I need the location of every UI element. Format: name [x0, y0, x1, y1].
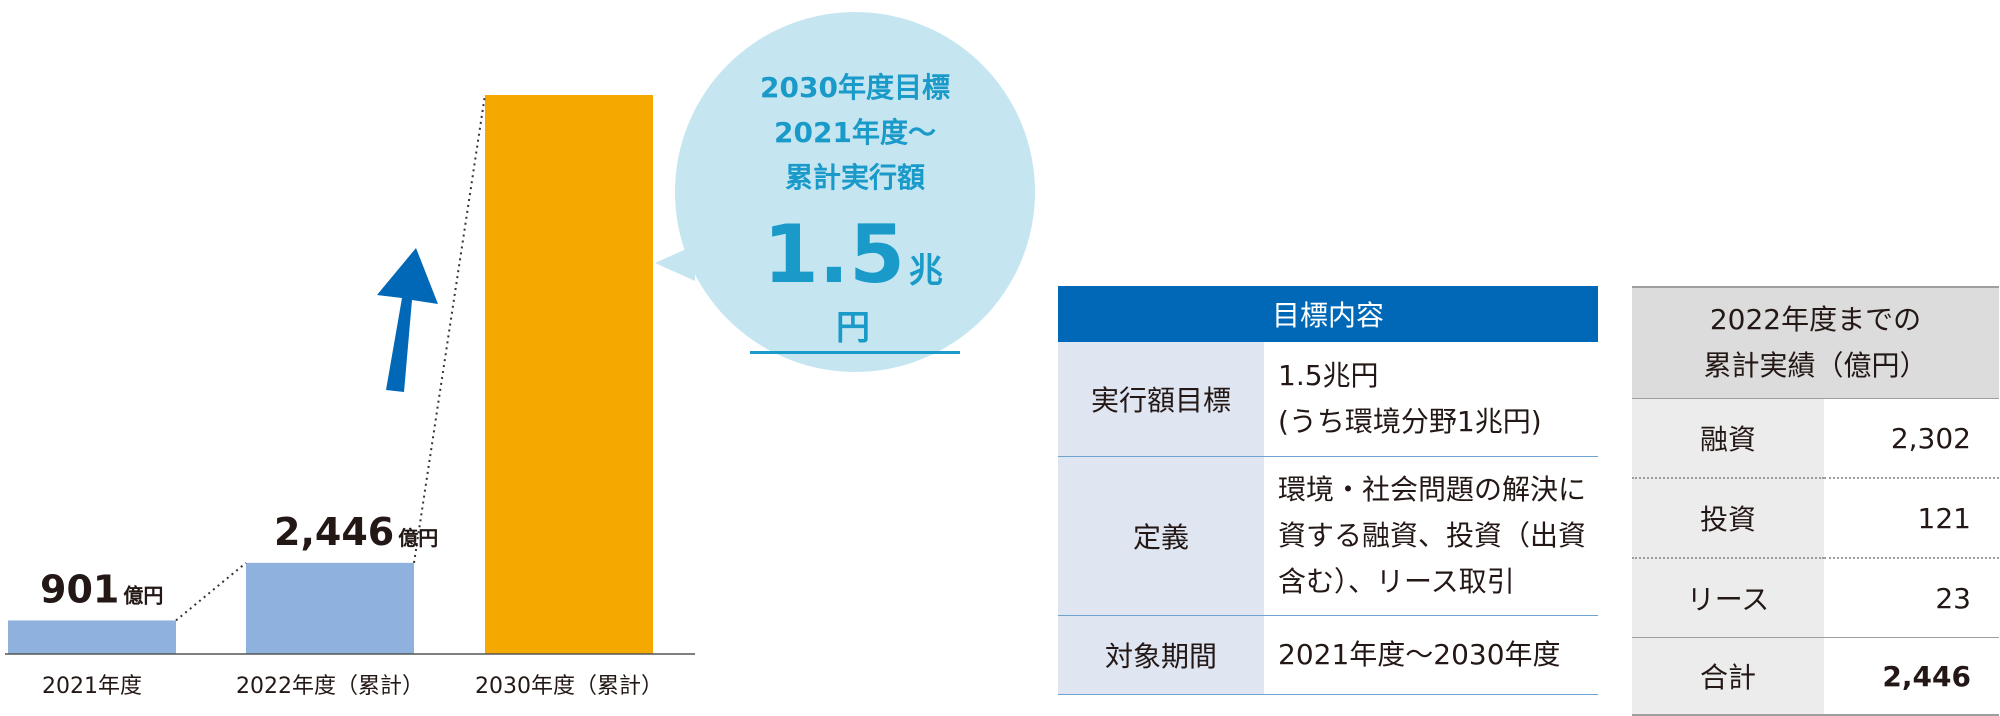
total-row: 合計 2,446 [1632, 637, 1999, 716]
bubble-value: 1.5 兆円 [750, 210, 960, 354]
row-value: 121 [1824, 478, 1999, 559]
value-line: (うち環境分野1兆円) [1278, 405, 1542, 438]
row-value: 環境・社会問題の解決に 資する融資、投資（出資 含む）、リース取引 [1264, 456, 1598, 616]
row-label: 実行額目標 [1058, 342, 1264, 457]
bar-2 [485, 95, 653, 654]
x-tick-label: 2022年度（累計） [236, 674, 424, 699]
target-table: 目標内容 実行額目標 1.5兆円 (うち環境分野1兆円) 定義 環境・社会問題の… [1058, 286, 1598, 695]
bar-1 [246, 562, 414, 654]
bar-chart: 2021年度 901 億円 2022年度（累計） 2,446 億円 2030年度（累計） [5, 94, 695, 699]
bubble-value-unit: 兆円 [836, 251, 947, 348]
bubble-line-1: 2030年度目標 [760, 71, 950, 104]
bubble-tail [655, 245, 695, 281]
header-line: 累計実績（億円） [1703, 349, 1928, 382]
bubble-caption: 2030年度目標 2021年度～ 累計実行額 [675, 65, 1035, 200]
row-label: 投資 [1632, 478, 1824, 559]
bubble-value-number: 1.5 [763, 208, 905, 301]
value-line: 環境・社会問題の解決に [1278, 473, 1587, 506]
row-value: 23 [1935, 581, 1971, 615]
value-line: 資する融資、投資（出資 [1278, 519, 1587, 552]
row-label: 融資 [1632, 398, 1824, 479]
row-value: 2,302 [1824, 398, 1999, 479]
connector-line [413, 94, 486, 563]
connector-line [175, 562, 247, 622]
row-label: 対象期間 [1058, 615, 1264, 695]
growth-arrow-icon [377, 248, 438, 392]
header-line: 2022年度までの [1709, 303, 1922, 336]
row-label: リース [1632, 558, 1824, 638]
row-label: 定義 [1058, 456, 1264, 616]
row-value: 1.5兆円 (うち環境分野1兆円) [1264, 342, 1598, 457]
total-label: 合計 [1632, 637, 1824, 716]
value-line: 2021年度～2030年度 [1278, 638, 1561, 671]
bar-0 [8, 620, 176, 654]
table-row: 融資 2,302 [1632, 398, 1999, 479]
x-tick-label: 2021年度 [42, 674, 142, 699]
table-row: 定義 環境・社会問題の解決に 資する融資、投資（出資 含む）、リース取引 [1058, 456, 1598, 616]
results-table: 2022年度までの 累計実績（億円） 融資 2,302 投資 121 リース 2… [1632, 286, 1999, 716]
value-line: 1.5兆円 [1278, 359, 1379, 392]
bubble-line-2: 2021年度～ [774, 116, 936, 149]
target-bubble [675, 12, 1035, 372]
bubble-line-3: 累計実行額 [784, 161, 925, 194]
target-table-header: 目標内容 [1058, 286, 1598, 342]
data-label: 901 億円 [40, 567, 163, 611]
results-table-header: 2022年度までの 累計実績（億円） [1632, 287, 1999, 399]
value-line: 含む）、リース取引 [1278, 565, 1515, 598]
x-tick-label: 2030年度（累計） [475, 674, 663, 699]
table-row: 投資 121 [1632, 478, 1999, 559]
row-value: 2021年度～2030年度 [1264, 615, 1598, 695]
total-value: 2,446 [1824, 637, 1999, 716]
table-row: リース 23 [1632, 558, 1999, 638]
table-row: 実行額目標 1.5兆円 (うち環境分野1兆円) [1058, 342, 1598, 457]
data-label: 2,446 億円 [274, 510, 438, 554]
table-row: 対象期間 2021年度～2030年度 [1058, 615, 1598, 695]
